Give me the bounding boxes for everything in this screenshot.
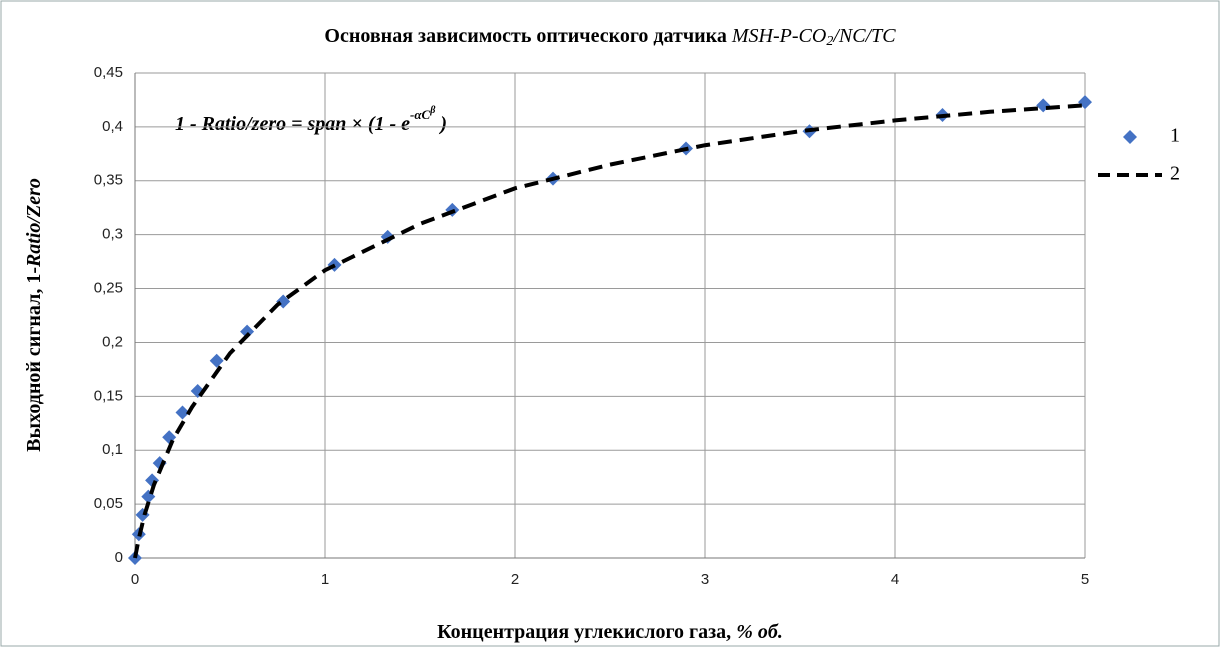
- y-axis-label: Выходной сигнал, 1-Ratio/Zero: [23, 178, 45, 452]
- y-tick-label: 0,2: [102, 333, 123, 350]
- data-point: [209, 353, 224, 368]
- y-tick-label: 0: [115, 549, 123, 566]
- x-tick-label: 4: [891, 571, 899, 588]
- title-text: Основная зависимость оптического датчика: [324, 25, 731, 47]
- chart-title: Основная зависимость оптического датчика…: [324, 25, 896, 50]
- x-axis-label: Концентрация углекислого газа, % об.: [437, 621, 783, 643]
- x-label-unit: % об.: [736, 621, 783, 643]
- title-formula: MSH-P-CO: [731, 25, 826, 47]
- x-tick-label: 2: [511, 571, 519, 588]
- formula: 1 - Ratio/zero = span × (1 - e: [175, 113, 410, 135]
- annotation: 1 - Ratio/zero = span × (1 - e-αCβ ): [175, 105, 447, 134]
- legend-label: 2: [1170, 163, 1180, 185]
- y-label-text: Выходной сигнал, 1-: [23, 267, 45, 452]
- x-tick-label: 0: [131, 571, 139, 588]
- x-label-text: Концентрация углекислого газа,: [437, 621, 736, 643]
- formula-exp: -αC: [410, 107, 431, 122]
- y-tick-label: 0,3: [102, 226, 123, 243]
- x-tick-label: 1: [321, 571, 329, 588]
- y-tick-label: 0,15: [94, 387, 123, 404]
- title-sub: 2: [826, 34, 833, 49]
- y-tick-label: 0,05: [94, 495, 123, 512]
- legend-marker: [1123, 130, 1137, 144]
- legend-label: 1: [1170, 125, 1180, 147]
- data-point: [240, 324, 255, 339]
- formula-end: ): [435, 113, 447, 135]
- x-tick-label: 3: [701, 571, 709, 588]
- formula-exp2: β: [429, 105, 436, 116]
- y-label-italic: Ratio/Zero: [23, 178, 45, 268]
- y-tick-label: 0,1: [102, 441, 123, 458]
- title-formula: /NC/TC: [832, 25, 896, 47]
- fit-line: [133, 103, 1086, 559]
- y-tick-label: 0,35: [94, 172, 123, 189]
- x-tick-label: 5: [1081, 571, 1089, 588]
- y-tick-label: 0,25: [94, 280, 123, 297]
- y-tick-label: 0,4: [102, 118, 123, 135]
- data-point: [135, 507, 150, 522]
- data-point: [175, 405, 190, 420]
- y-tick-label: 0,45: [94, 64, 123, 81]
